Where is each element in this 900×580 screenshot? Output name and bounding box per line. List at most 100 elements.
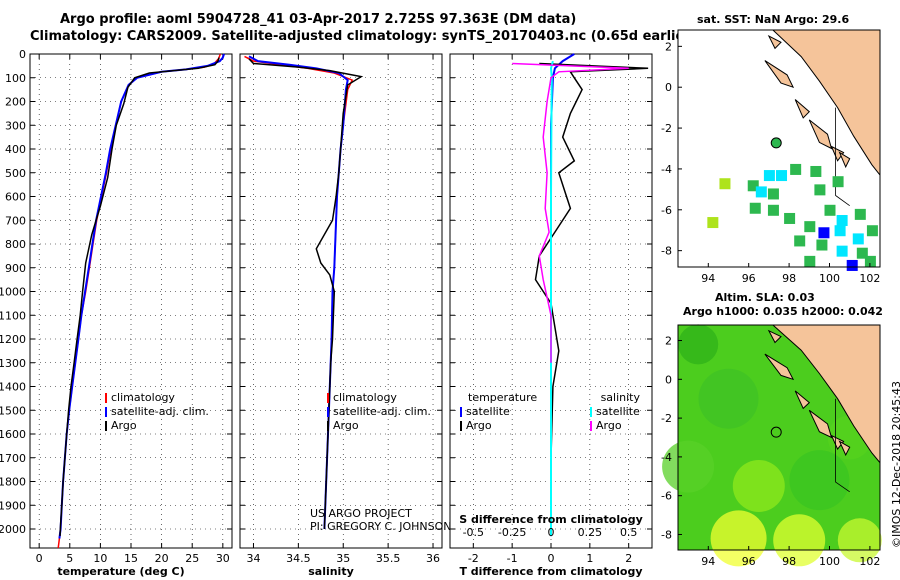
- sla-map-frame: [677, 324, 881, 551]
- temperature-profile-xlabel: temperature (deg C): [57, 565, 184, 578]
- sst-map-ytick-label: -6: [661, 204, 672, 217]
- difference-profile-xlabel: T difference from climatology: [459, 565, 642, 578]
- sst-map-sst-cell: [818, 227, 830, 239]
- depth-tick-label: 2000: [0, 523, 26, 536]
- sst-map-island: [794, 99, 811, 119]
- sst-map-sst-cell: [832, 176, 844, 188]
- sst-map-sst-cell: [747, 180, 759, 192]
- sla-map-sla-anomaly-patch: [698, 368, 759, 429]
- salinity-diff-tick-label: -0.25: [498, 526, 526, 539]
- sla-map-xtick-label: 100: [819, 555, 840, 568]
- salinity-profile-xtick-label: 35: [336, 552, 350, 565]
- temperature-profile-legend-label: climatology: [111, 391, 175, 404]
- salinity-profile-xtick-label: 34.5: [286, 552, 311, 565]
- sla-map-sla-anomaly-patch: [789, 450, 850, 511]
- depth-tick-label: 700: [5, 214, 26, 227]
- sst-map-sst-cell: [707, 217, 719, 229]
- sst-map-sst-cell: [810, 165, 822, 177]
- sst-map-sst-cell: [834, 225, 846, 237]
- difference-profile-xtick-label: -2: [468, 552, 479, 565]
- temperature-profile-frame: [29, 53, 233, 549]
- sst-map-ytick-label: 2: [665, 40, 672, 53]
- sst-map-sst-cell: [824, 204, 836, 216]
- sst-map-sst-cell: [864, 255, 876, 267]
- depth-tick-label: 1700: [0, 452, 26, 465]
- sla-map-subtitle: Argo h1000: 0.035 h2000: 0.042: [683, 305, 883, 318]
- difference-profile-xtick-label: 0: [548, 552, 555, 565]
- salinity-profile-series-argo: [248, 58, 364, 530]
- sst-map-sst-cell: [866, 225, 878, 237]
- sst-map-sst-cell: [804, 221, 816, 233]
- temperature-profile-xtick-label: 0: [36, 552, 43, 565]
- salinity-profile-legend-label: Argo: [333, 419, 359, 432]
- sla-map-island: [830, 434, 845, 451]
- depth-tick-label: 1200: [0, 333, 26, 346]
- sst-map-island: [830, 145, 845, 162]
- sst-map-xtick-label: 100: [819, 272, 840, 285]
- depth-tick-label: 1900: [0, 499, 26, 512]
- sst-map-bathymetry-line: [835, 107, 850, 207]
- salinity-diff-tick-label: 0.25: [578, 526, 603, 539]
- salinity-profile-frame: [239, 53, 443, 549]
- sst-map-sst-cell: [852, 233, 864, 245]
- depth-tick-label: 300: [5, 119, 26, 132]
- salinity-profile-xtick-label: 35.5: [376, 552, 401, 565]
- depth-tick-label: 1000: [0, 286, 26, 299]
- sla-map-ytick-label: -4: [661, 451, 672, 464]
- sst-map-sst-cell: [784, 212, 796, 224]
- sla-map-sla-anomaly-patch: [678, 324, 719, 365]
- difference-profile-xtick-label: 1: [586, 552, 593, 565]
- depth-tick-label: 400: [5, 143, 26, 156]
- sst-map-sst-cell: [767, 188, 779, 200]
- sst-map-sst-cell: [763, 170, 775, 182]
- sla-map-ytick-label: 0: [665, 373, 672, 386]
- sla-map-sla-anomaly-patch: [710, 510, 767, 567]
- sst-map-xtick-label: 94: [701, 272, 715, 285]
- depth-tick-label: 600: [5, 191, 26, 204]
- depth-tick-label: 1600: [0, 428, 26, 441]
- salinity-diff-tick-label: 0.5: [620, 526, 638, 539]
- diff-legend-title-temperature: temperature: [468, 391, 537, 404]
- credit-project: US ARGO PROJECT: [310, 507, 412, 520]
- difference-profile-xtick-label: -1: [507, 552, 518, 565]
- temperature-profile-xtick-label: 5: [66, 552, 73, 565]
- difference-profile-xtick-label: 2: [625, 552, 632, 565]
- depth-tick-label: 800: [5, 238, 26, 251]
- temperature-profile-xtick-label: 20: [155, 552, 169, 565]
- depth-tick-label: 500: [5, 167, 26, 180]
- figure-title-line2: Climatology: CARS2009. Satellite-adjuste…: [30, 29, 697, 44]
- sst-map-ytick-label: -4: [661, 163, 672, 176]
- sla-map-ytick-label: -8: [661, 528, 672, 541]
- credit-pi: PI: GREGORY C. JOHNSON: [310, 520, 452, 533]
- sst-map-ytick-label: -2: [661, 122, 672, 135]
- temperature-profile-xtick-label: 10: [93, 552, 107, 565]
- figure-title-line1: Argo profile: aoml 5904728_41 03-Apr-201…: [60, 12, 577, 27]
- sla-map-title: Altim. SLA: 0.03: [715, 291, 815, 304]
- depth-tick-label: 100: [5, 72, 26, 85]
- difference-profile-series-s-satellite: [549, 60, 554, 537]
- sst-map-sst-cell: [776, 170, 788, 182]
- sst-map-sst-cell: [794, 235, 806, 247]
- sla-map-sla-anomaly-patch: [837, 518, 882, 563]
- sst-map-ytick-label: 0: [665, 81, 672, 94]
- sst-map-sst-cell: [846, 259, 858, 271]
- salinity-diff-tick-label: -0.5: [463, 526, 484, 539]
- sla-map-island: [838, 440, 851, 457]
- temperature-profile-xtick-label: 30: [216, 552, 230, 565]
- depth-tick-label: 1800: [0, 476, 26, 489]
- credit-imos: ©IMOS 12-Dec-2018 20:45:43: [890, 381, 900, 548]
- sla-map-sla-anomaly-patch: [773, 514, 826, 567]
- sla-map-xtick-label: 102: [859, 555, 880, 568]
- sst-map-island: [764, 60, 795, 89]
- sla-map-ytick-label: 2: [665, 335, 672, 348]
- sla-map-bathymetry-line: [835, 398, 850, 493]
- depth-tick-label: 1400: [0, 381, 26, 394]
- sla-map-island: [794, 390, 811, 410]
- diff-legend-label: satellite: [466, 405, 510, 418]
- sla-map-island: [808, 409, 833, 439]
- temperature-profile-xtick-label: 15: [124, 552, 138, 565]
- temperature-profile-legend-label: Argo: [111, 419, 137, 432]
- sst-map-ytick-label: -8: [661, 245, 672, 258]
- difference-profile-series-s-argo: [512, 62, 629, 363]
